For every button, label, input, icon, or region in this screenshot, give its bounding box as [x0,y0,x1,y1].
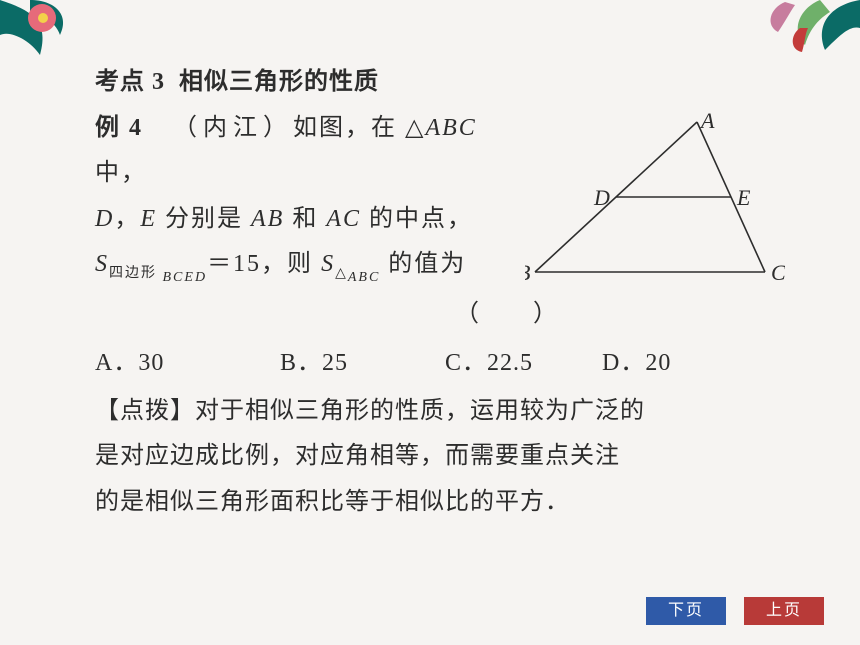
section-title: 相似三角形的性质 [179,69,379,95]
content-area: 考点 3 相似三角形的性质 例 4 （内江）如图，在 △ABC 中， D，E 分别… [95,60,775,526]
triangle-diagram: A B C D E [525,112,785,292]
answer-blank: （ ） [455,301,559,327]
option-B[interactable]: B．25 [280,341,438,387]
eq15: ＝15，则 [207,251,313,277]
problem-source: （内江） [173,115,293,141]
option-A[interactable]: A．30 [95,341,273,387]
section-heading: 考点 3 相似三角形的性质 [95,60,775,106]
example-label: 例 4 [95,115,143,141]
hint-l3: 的是相似三角形面积比等于相似比的平方． [95,489,570,515]
S2: S [321,251,335,277]
seg-AB: AB [251,206,284,232]
pt-D: D [95,206,114,232]
ptxt-1a: 如图，在 [293,115,397,141]
section-number: 考点 3 [95,69,165,95]
seg-AC: AC [326,206,361,232]
problem-text: 例 4 （内江）如图，在 △ABC 中， D，E 分别是 AB 和 AC 的中点… [95,106,515,338]
problem-block: 例 4 （内江）如图，在 △ABC 中， D，E 分别是 AB 和 AC 的中点… [95,106,775,338]
ptxt-2a: 分别是 [165,206,243,232]
option-D[interactable]: D．20 [602,341,712,387]
pt-E: E [140,206,157,232]
hint-l1: 对于相似三角形的性质，运用较为广泛的 [195,398,645,424]
options-row: A．30 B．25 C．22.5 D．20 [95,341,775,387]
svg-text:E: E [736,185,751,210]
figure: A B C D E [525,112,785,292]
next-page-button[interactable]: 下页 [646,597,726,625]
option-C[interactable]: C．22.5 [445,341,595,387]
svg-text:D: D [593,185,610,210]
ptxt-tail: 的值为 [388,251,466,277]
ptxt-1b: 中， [95,160,147,186]
sub-quad: 四边形 [109,266,157,281]
nav-buttons: 下页 上页 [632,597,824,625]
ptxt-2c: 的中点， [369,206,473,232]
S1: S [95,251,109,277]
hint-label: 【点拨】 [95,398,195,424]
prev-page-button[interactable]: 上页 [744,597,824,625]
tri-main: ABC [425,115,476,141]
ptxt-2b: 和 [292,206,318,232]
svg-text:B: B [525,260,530,285]
svg-text:C: C [771,260,785,285]
quad-name: BCED [163,270,208,285]
sub-tri: ABC [348,270,380,285]
hint-block: 【点拨】对于相似三角形的性质，运用较为广泛的 是对应边成比例，对应角相等，而需要… [95,389,775,526]
hint-l2: 是对应边成比例，对应角相等，而需要重点关注 [95,443,620,469]
svg-text:A: A [699,112,715,133]
